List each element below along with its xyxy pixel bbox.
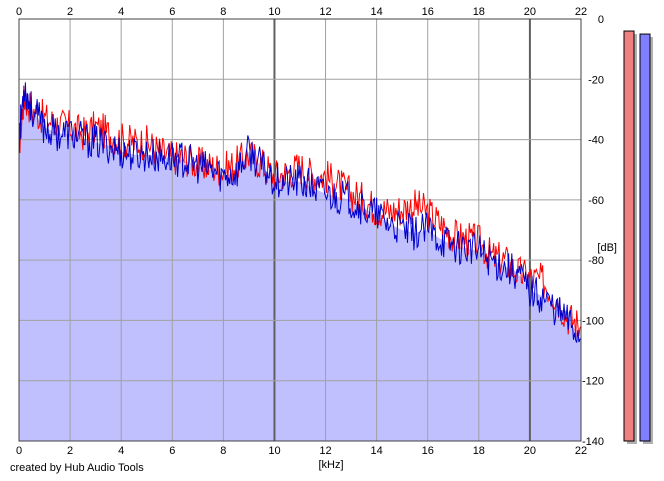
x-tick-bottom-20: 20 xyxy=(524,445,536,457)
spectrum-fill xyxy=(19,85,581,442)
x-tick-top-4: 4 xyxy=(118,6,124,18)
x-tick-bottom-0: 0 xyxy=(16,445,22,457)
x-tick-bottom-2: 2 xyxy=(67,445,73,457)
x-tick-top-22: 22 xyxy=(575,6,587,18)
y-tick-60: -60 xyxy=(588,195,604,207)
x-tick-bottom-4: 4 xyxy=(118,445,124,457)
level-meter-red xyxy=(623,30,635,442)
y-tick-80: -80 xyxy=(588,255,604,267)
series-line-blue xyxy=(18,82,582,343)
x-tick-bottom-12: 12 xyxy=(319,445,331,457)
y-tick-20: -20 xyxy=(588,74,604,86)
x-tick-top-20: 20 xyxy=(524,6,536,18)
x-tick-top-10: 10 xyxy=(268,6,280,18)
x-tick-top-2: 2 xyxy=(67,6,73,18)
series-line-red xyxy=(18,85,582,338)
x-axis-label: [kHz] xyxy=(318,459,343,471)
y-tick-140: -140 xyxy=(582,436,604,448)
x-tick-top-18: 18 xyxy=(473,6,485,18)
plot-border xyxy=(18,18,582,442)
x-tick-bottom-16: 16 xyxy=(422,445,434,457)
x-tick-top-6: 6 xyxy=(169,6,175,18)
footer-credit: created by Hub Audio Tools xyxy=(10,462,144,474)
x-tick-bottom-6: 6 xyxy=(169,445,175,457)
x-tick-bottom-8: 8 xyxy=(220,445,226,457)
x-tick-bottom-18: 18 xyxy=(473,445,485,457)
y-tick-100: -100 xyxy=(582,315,604,327)
x-tick-top-0: 0 xyxy=(16,6,22,18)
x-tick-bottom-14: 14 xyxy=(371,445,383,457)
y-axis-label: [dB] xyxy=(597,242,617,254)
x-tick-bottom-22: 22 xyxy=(575,445,587,457)
x-tick-top-8: 8 xyxy=(220,6,226,18)
x-tick-top-12: 12 xyxy=(319,6,331,18)
y-tick-120: -120 xyxy=(582,376,604,388)
y-tick-40: -40 xyxy=(588,135,604,147)
y-tick-0: 0 xyxy=(598,14,604,26)
level-meter-blue xyxy=(639,33,651,442)
x-tick-bottom-10: 10 xyxy=(268,445,280,457)
x-tick-top-14: 14 xyxy=(371,6,383,18)
x-tick-top-16: 16 xyxy=(422,6,434,18)
